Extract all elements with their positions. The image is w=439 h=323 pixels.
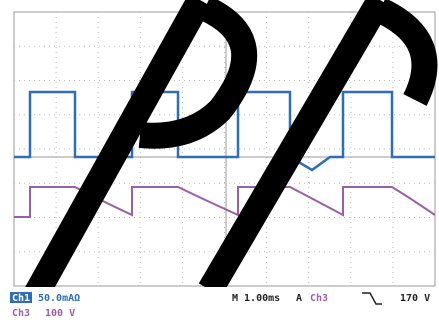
timebase: M 1.00ms bbox=[232, 293, 280, 304]
ch3-waveform bbox=[14, 186, 436, 218]
watermark bbox=[8, 0, 438, 323]
ch1-waveform bbox=[14, 90, 435, 172]
ch3-label: Ch3 bbox=[12, 308, 30, 319]
trigger-level: 170 V bbox=[400, 293, 430, 304]
trigger-source: Ch3 bbox=[310, 293, 328, 304]
trigger-slope-icon bbox=[362, 292, 382, 305]
trigger-mode: A bbox=[296, 293, 302, 304]
ch1-scale: 50.0mAΩ bbox=[38, 293, 80, 304]
ch1-badge bbox=[10, 292, 32, 303]
ch3-scale: 100 V bbox=[45, 308, 75, 319]
ch1-label: Ch1 bbox=[12, 293, 30, 304]
